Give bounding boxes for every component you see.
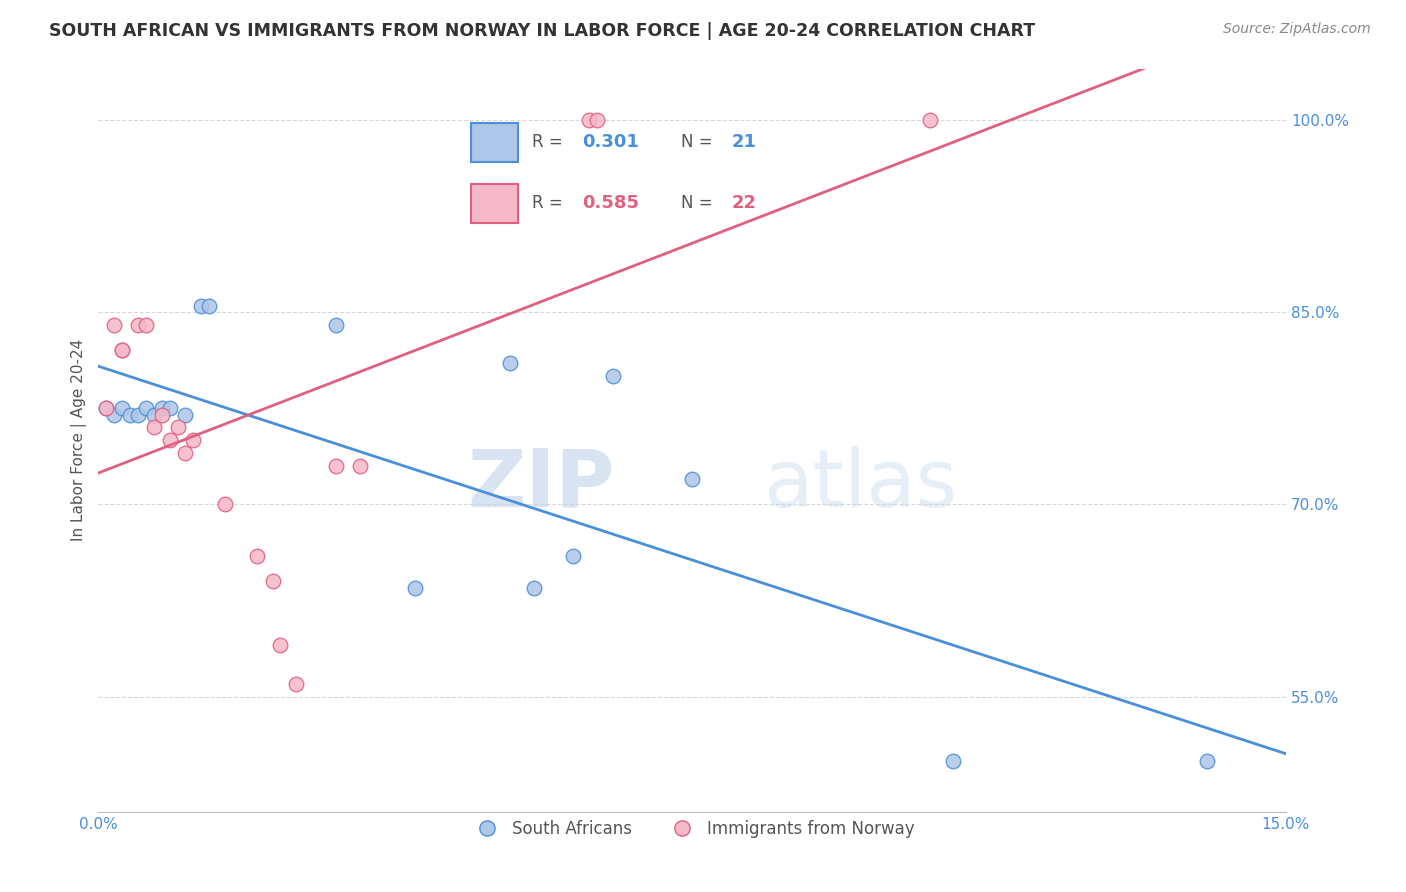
Point <box>174 408 197 422</box>
Point <box>198 299 221 313</box>
Point <box>159 433 181 447</box>
Point <box>111 343 134 358</box>
Point <box>111 343 134 358</box>
Point <box>523 581 546 595</box>
Point <box>135 318 157 332</box>
Point <box>285 676 308 690</box>
Point <box>183 433 205 447</box>
Point <box>246 549 269 563</box>
Point <box>269 638 291 652</box>
Point <box>150 408 173 422</box>
Point <box>103 318 125 332</box>
Point <box>135 401 157 416</box>
Point <box>166 420 188 434</box>
Point <box>262 574 284 589</box>
Point <box>103 408 125 422</box>
Point <box>918 112 941 127</box>
Point <box>142 408 165 422</box>
Point <box>150 401 173 416</box>
Point <box>127 318 149 332</box>
Point <box>562 549 585 563</box>
Point <box>111 401 134 416</box>
Point <box>96 401 118 416</box>
Point <box>142 420 165 434</box>
Point <box>349 458 371 473</box>
Point <box>325 318 347 332</box>
Text: Source: ZipAtlas.com: Source: ZipAtlas.com <box>1223 22 1371 37</box>
Legend: South Africans, Immigrants from Norway: South Africans, Immigrants from Norway <box>464 814 921 845</box>
Point <box>404 581 426 595</box>
Point <box>127 408 149 422</box>
Point <box>942 754 965 768</box>
Text: atlas: atlas <box>763 446 957 524</box>
Point <box>1195 754 1218 768</box>
Point <box>586 112 609 127</box>
Point <box>190 299 212 313</box>
Point <box>325 458 347 473</box>
Text: SOUTH AFRICAN VS IMMIGRANTS FROM NORWAY IN LABOR FORCE | AGE 20-24 CORRELATION C: SOUTH AFRICAN VS IMMIGRANTS FROM NORWAY … <box>49 22 1035 40</box>
Point <box>159 401 181 416</box>
Text: ZIP: ZIP <box>468 446 614 524</box>
Point <box>214 497 236 511</box>
Point <box>578 112 600 127</box>
Point <box>118 408 141 422</box>
Point <box>602 369 624 384</box>
Point <box>499 356 522 370</box>
Y-axis label: In Labor Force | Age 20-24: In Labor Force | Age 20-24 <box>72 339 87 541</box>
Point <box>96 401 118 416</box>
Point <box>681 472 703 486</box>
Point <box>174 446 197 460</box>
